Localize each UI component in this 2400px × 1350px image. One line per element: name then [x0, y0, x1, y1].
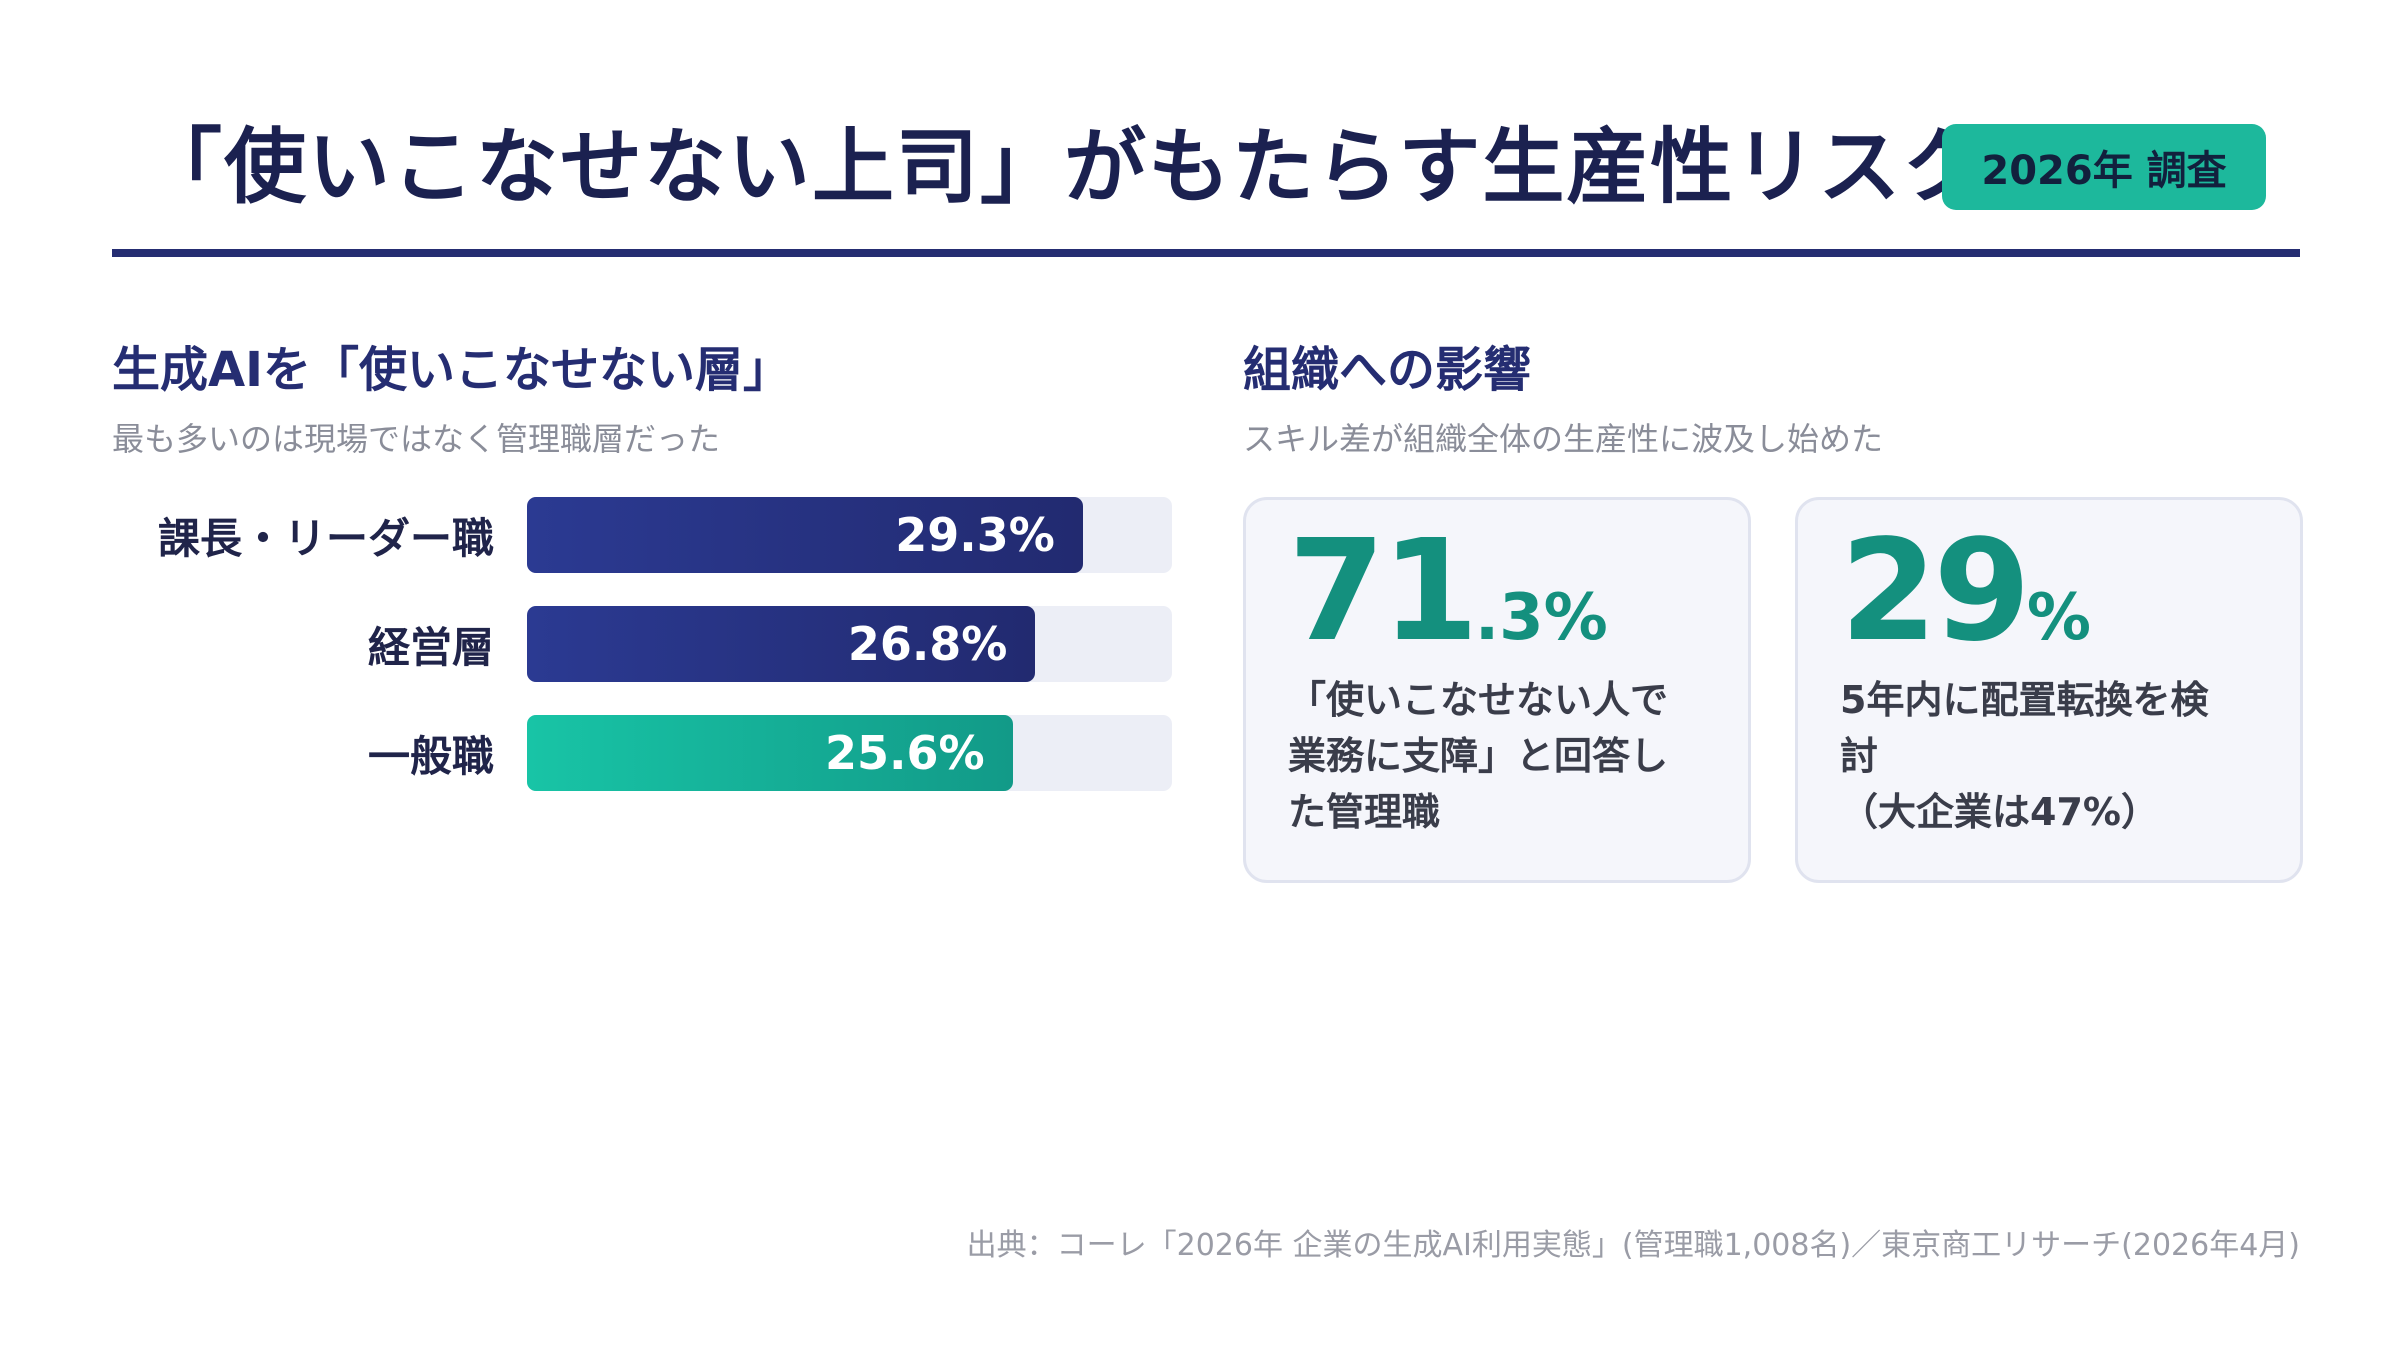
year-badge: 2026年 調査 — [1942, 124, 2266, 210]
bar: 26.8% — [527, 606, 1036, 682]
right-section-heading: 組織への影響 — [1243, 342, 1532, 398]
stat-value-suffix: .3% — [1474, 581, 1608, 655]
page-title: 「使いこなせない上司」がもたらす生産性リスク — [140, 120, 1987, 215]
title-divider — [112, 249, 2300, 257]
bar-track: 26.8% — [527, 606, 1172, 682]
stat-card-reassignment: 29% 5年内に配置転換を検 討 （大企業は47%） — [1795, 497, 2303, 883]
stat-card-affected-managers: 71.3% 「使いこなせない人で 業務に支障」と回答し た管理職 — [1243, 497, 1751, 883]
bar-track: 25.6% — [527, 715, 1172, 791]
source-note: 出典：コーレ「2026年 企業の生成AI利用実態」(管理職1,008名)／東京商… — [966, 1228, 2300, 1263]
right-section-subheading: スキル差が組織全体の生産性に波及し始めた — [1243, 420, 1884, 458]
stat-value: 71.3% — [1288, 522, 1608, 662]
bar: 25.6% — [527, 715, 1013, 791]
bar-category-label: 経営層 — [367, 623, 494, 672]
stat-description: 「使いこなせない人で 業務に支障」と回答し た管理職 — [1288, 678, 1669, 834]
bar-track: 29.3% — [527, 497, 1172, 573]
bar: 29.3% — [527, 497, 1083, 573]
bar-category-label: 一般職 — [367, 732, 494, 781]
stat-value-suffix: % — [2026, 581, 2091, 655]
bar-category-label: 課長・リーダー職 — [157, 514, 494, 563]
left-section-subheading: 最も多いのは現場ではなく管理職層だった — [112, 420, 721, 458]
stat-value-main: 29 — [1840, 510, 2031, 673]
bar-value-label: 26.8% — [847, 617, 1008, 671]
left-section-heading: 生成AIを「使いこなせない層」 — [112, 342, 792, 398]
stat-value-main: 71 — [1288, 510, 1479, 673]
bar-value-label: 25.6% — [825, 726, 985, 780]
stat-value: 29% — [1840, 522, 2091, 662]
bar-value-label: 29.3% — [895, 508, 1055, 562]
stat-description: 5年内に配置転換を検 討 （大企業は47%） — [1840, 678, 2209, 834]
